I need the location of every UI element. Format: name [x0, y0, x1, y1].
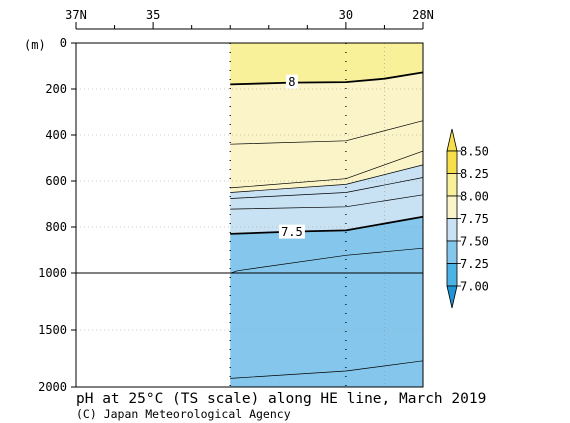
- contour-labels: 87.5: [278, 74, 305, 239]
- fill-band-8.00-8.25: [230, 43, 423, 85]
- fill-band-7.75-8.00: [230, 72, 423, 193]
- credit-text: (C) Japan Meteorological Agency: [76, 407, 291, 421]
- colorbar-level-label: 8.00: [460, 190, 489, 204]
- station-lines: [229, 43, 347, 387]
- contour-label: 7.5: [281, 225, 303, 239]
- colorbar-segment: [446, 150, 458, 174]
- x-axis-latitude: 37N 35 30 28N: [65, 8, 434, 30]
- y-axis-depth: (m) 0 200 400 600 800 1000 1500 2000: [24, 36, 76, 394]
- colorbar-level-label: 8.25: [460, 167, 489, 181]
- colorbar-segment: [446, 195, 458, 219]
- x-tick-label: 30: [339, 8, 353, 22]
- colorbar-segment: [446, 218, 458, 242]
- contour-label-bg: [278, 224, 305, 239]
- contour-7.5: [230, 215, 424, 235]
- contour-7.6: [230, 194, 424, 210]
- colorbar-segment: [446, 173, 458, 197]
- colorbar-level-label: 7.25: [460, 257, 489, 271]
- contour-8: [230, 71, 424, 86]
- contour-7.95: [230, 120, 424, 145]
- ph-fill-bands: [230, 43, 423, 387]
- y-tick-label: 2000: [38, 380, 67, 394]
- colorbar-bottom-arrow: [446, 285, 458, 309]
- plot-area: 87.5: [75, 42, 424, 388]
- y-axis-label: (m): [24, 38, 46, 52]
- y-tick-label: 400: [45, 128, 67, 142]
- contour-7.7: [230, 177, 424, 199]
- contour-label: 8: [288, 75, 295, 89]
- contour-lines: [230, 71, 424, 379]
- colorbar-level-label: 7.50: [460, 235, 489, 249]
- y-tick-label: 200: [45, 82, 67, 96]
- fill-band-7.50-7.75: [230, 164, 423, 234]
- contour-7.45: [230, 247, 424, 274]
- contour-label-bg: [285, 74, 298, 89]
- chart-title: pH at 25°C (TS scale) along HE line, Mar…: [76, 391, 486, 407]
- x-tick-label: 35: [146, 8, 160, 22]
- colorbar-level-label: 8.50: [460, 145, 489, 159]
- y-tick-label: 1500: [38, 323, 67, 337]
- colorbar-segment: [446, 263, 458, 287]
- grid-lines: [76, 43, 423, 387]
- contour-7.4: [230, 360, 424, 379]
- y-tick-label: 0: [60, 36, 67, 50]
- colorbar-segment: [446, 240, 458, 264]
- plot-frame: [75, 42, 424, 388]
- fill-band-7.25-7.50: [230, 216, 423, 387]
- y-tick-label: 800: [45, 220, 67, 234]
- y-tick-label: 1000: [38, 266, 67, 280]
- x-tick-label: 28N: [412, 8, 434, 22]
- x-tick-label: 37N: [65, 8, 87, 22]
- colorbar-level-label: 7.75: [460, 212, 489, 226]
- colorbar-legend: 8.50 8.25 8.00 7.75 7.50 7.25 7.00: [446, 128, 489, 309]
- contour-7.75: [230, 164, 424, 193]
- y-tick-label: 600: [45, 174, 67, 188]
- colorbar-top-arrow: [446, 128, 458, 152]
- colorbar-level-label: 7.00: [460, 280, 489, 294]
